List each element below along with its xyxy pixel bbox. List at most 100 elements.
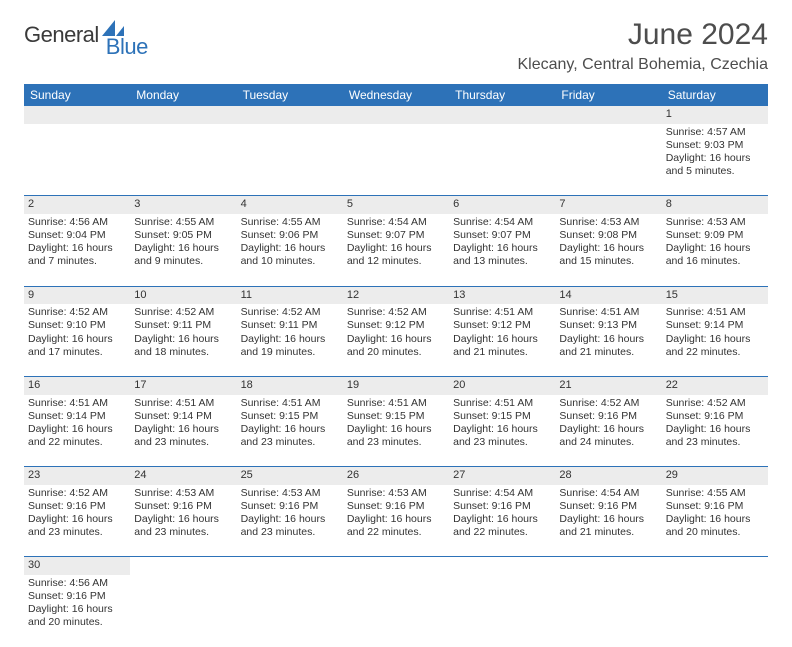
sunrise-line: Sunrise: 4:52 AM — [134, 306, 232, 319]
daynum-cell: 19 — [343, 376, 449, 394]
daylight-line: Daylight: 16 hours and 17 minutes. — [28, 333, 126, 359]
day-number: 17 — [134, 379, 146, 391]
daylight-line: Daylight: 16 hours and 23 minutes. — [241, 423, 339, 449]
day-header-row: SundayMondayTuesdayWednesdayThursdayFrid… — [24, 84, 768, 106]
daynum-cell — [555, 106, 661, 124]
daynum-cell: 15 — [662, 286, 768, 304]
day-number: 23 — [28, 469, 40, 481]
daynum-cell: 9 — [24, 286, 130, 304]
week-row: Sunrise: 4:52 AMSunset: 9:16 PMDaylight:… — [24, 485, 768, 557]
day-cell: Sunrise: 4:54 AMSunset: 9:07 PMDaylight:… — [449, 214, 555, 286]
daynum-row: 23242526272829 — [24, 467, 768, 485]
day-cell — [130, 124, 236, 196]
daynum-cell: 8 — [662, 196, 768, 214]
day-cell: Sunrise: 4:51 AMSunset: 9:15 PMDaylight:… — [237, 395, 343, 467]
daynum-cell — [24, 106, 130, 124]
day-cell: Sunrise: 4:56 AMSunset: 9:04 PMDaylight:… — [24, 214, 130, 286]
sunrise-line: Sunrise: 4:55 AM — [241, 216, 339, 229]
logo-general: General — [24, 24, 99, 46]
daynum-cell: 1 — [662, 106, 768, 124]
daynum-row: 9101112131415 — [24, 286, 768, 304]
sunset-line: Sunset: 9:09 PM — [666, 229, 764, 242]
daynum-cell: 29 — [662, 467, 768, 485]
daynum-cell — [237, 557, 343, 575]
sunrise-line: Sunrise: 4:51 AM — [28, 397, 126, 410]
daylight-line: Daylight: 16 hours and 22 minutes. — [666, 333, 764, 359]
week-row: Sunrise: 4:57 AMSunset: 9:03 PMDaylight:… — [24, 124, 768, 196]
day-cell: Sunrise: 4:51 AMSunset: 9:15 PMDaylight:… — [343, 395, 449, 467]
day-number: 7 — [559, 198, 565, 210]
sunset-line: Sunset: 9:04 PM — [28, 229, 126, 242]
day-number: 13 — [453, 289, 465, 301]
sunrise-line: Sunrise: 4:52 AM — [28, 306, 126, 319]
day-number: 1 — [666, 108, 672, 120]
page-title: June 2024 — [518, 18, 769, 52]
day-cell: Sunrise: 4:52 AMSunset: 9:16 PMDaylight:… — [555, 395, 661, 467]
daynum-cell — [662, 557, 768, 575]
daynum-cell — [449, 557, 555, 575]
day-cell — [130, 575, 236, 647]
day-cell: Sunrise: 4:52 AMSunset: 9:16 PMDaylight:… — [24, 485, 130, 557]
day-cell — [24, 124, 130, 196]
day-cell: Sunrise: 4:51 AMSunset: 9:13 PMDaylight:… — [555, 304, 661, 376]
day-number: 8 — [666, 198, 672, 210]
daylight-line: Daylight: 16 hours and 21 minutes. — [559, 333, 657, 359]
daynum-row: 2345678 — [24, 196, 768, 214]
daynum-cell: 27 — [449, 467, 555, 485]
sunset-line: Sunset: 9:16 PM — [559, 410, 657, 423]
daylight-line: Daylight: 16 hours and 23 minutes. — [453, 423, 551, 449]
sunset-line: Sunset: 9:07 PM — [347, 229, 445, 242]
day-header: Friday — [555, 84, 661, 106]
day-number: 24 — [134, 469, 146, 481]
daylight-line: Daylight: 16 hours and 18 minutes. — [134, 333, 232, 359]
week-row: Sunrise: 4:51 AMSunset: 9:14 PMDaylight:… — [24, 395, 768, 467]
daynum-row: 1 — [24, 106, 768, 124]
daylight-line: Daylight: 16 hours and 23 minutes. — [666, 423, 764, 449]
day-cell: Sunrise: 4:55 AMSunset: 9:06 PMDaylight:… — [237, 214, 343, 286]
sunrise-line: Sunrise: 4:51 AM — [347, 397, 445, 410]
daynum-cell: 24 — [130, 467, 236, 485]
daylight-line: Daylight: 16 hours and 7 minutes. — [28, 242, 126, 268]
daynum-cell: 26 — [343, 467, 449, 485]
daynum-cell: 12 — [343, 286, 449, 304]
title-block: June 2024 Klecany, Central Bohemia, Czec… — [518, 18, 769, 74]
sunrise-line: Sunrise: 4:53 AM — [666, 216, 764, 229]
sunset-line: Sunset: 9:11 PM — [134, 319, 232, 332]
sunset-line: Sunset: 9:15 PM — [347, 410, 445, 423]
daylight-line: Daylight: 16 hours and 23 minutes. — [28, 513, 126, 539]
day-header: Monday — [130, 84, 236, 106]
daynum-cell: 22 — [662, 376, 768, 394]
daylight-line: Daylight: 16 hours and 20 minutes. — [28, 603, 126, 629]
day-number: 29 — [666, 469, 678, 481]
daylight-line: Daylight: 16 hours and 10 minutes. — [241, 242, 339, 268]
daynum-cell — [555, 557, 661, 575]
day-cell: Sunrise: 4:53 AMSunset: 9:16 PMDaylight:… — [130, 485, 236, 557]
daynum-cell: 5 — [343, 196, 449, 214]
day-number: 11 — [241, 289, 252, 301]
day-number: 18 — [241, 379, 253, 391]
daynum-row: 16171819202122 — [24, 376, 768, 394]
daynum-cell: 30 — [24, 557, 130, 575]
daynum-cell — [449, 106, 555, 124]
day-cell: Sunrise: 4:54 AMSunset: 9:16 PMDaylight:… — [555, 485, 661, 557]
daylight-line: Daylight: 16 hours and 20 minutes. — [666, 513, 764, 539]
sunrise-line: Sunrise: 4:53 AM — [241, 487, 339, 500]
sunset-line: Sunset: 9:03 PM — [666, 139, 764, 152]
sunset-line: Sunset: 9:16 PM — [347, 500, 445, 513]
day-cell — [555, 124, 661, 196]
daynum-cell: 3 — [130, 196, 236, 214]
sunrise-line: Sunrise: 4:52 AM — [347, 306, 445, 319]
day-cell: Sunrise: 4:51 AMSunset: 9:12 PMDaylight:… — [449, 304, 555, 376]
day-cell: Sunrise: 4:51 AMSunset: 9:15 PMDaylight:… — [449, 395, 555, 467]
sunrise-line: Sunrise: 4:54 AM — [453, 487, 551, 500]
daylight-line: Daylight: 16 hours and 23 minutes. — [241, 513, 339, 539]
daylight-line: Daylight: 16 hours and 19 minutes. — [241, 333, 339, 359]
sunrise-line: Sunrise: 4:53 AM — [347, 487, 445, 500]
daylight-line: Daylight: 16 hours and 9 minutes. — [134, 242, 232, 268]
day-header: Wednesday — [343, 84, 449, 106]
day-cell: Sunrise: 4:53 AMSunset: 9:16 PMDaylight:… — [237, 485, 343, 557]
daylight-line: Daylight: 16 hours and 23 minutes. — [347, 423, 445, 449]
day-number: 6 — [453, 198, 459, 210]
sunrise-line: Sunrise: 4:51 AM — [559, 306, 657, 319]
daylight-line: Daylight: 16 hours and 12 minutes. — [347, 242, 445, 268]
